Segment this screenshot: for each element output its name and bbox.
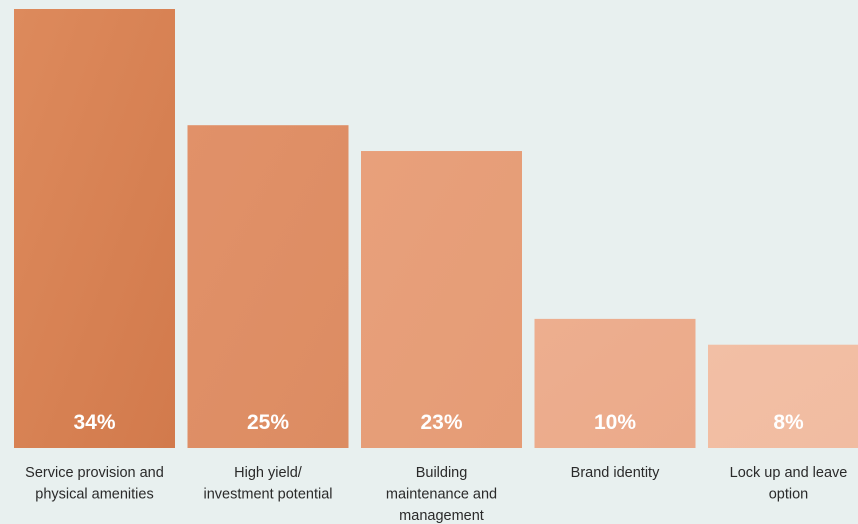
category-label-4-line-0: Lock up and leave [730, 465, 848, 481]
category-label-1-line-0: High yield/ [234, 465, 303, 481]
bar-3 [534, 318, 696, 448]
bar-1 [187, 125, 349, 449]
bar-value-label-3: 10% [594, 411, 636, 434]
category-label-3: Brand identity [571, 465, 660, 481]
category-label-0: Service provision and physical amenities [25, 465, 164, 503]
bar-2 [361, 151, 522, 448]
category-label-0-line-0: Service provision and [25, 465, 164, 481]
category-label-2-line-1: maintenance and [386, 487, 497, 503]
bar-value-label-1: 25% [247, 411, 289, 434]
category-label-1-line-1: investment potential [204, 487, 333, 503]
category-label-0-line-1: physical amenities [35, 487, 153, 503]
bar-4 [708, 344, 858, 448]
category-labels-layer: Service provision and physical amenities H… [25, 465, 847, 524]
bar-value-label-2: 23% [420, 411, 462, 434]
category-label-4: Lock up and leave option [730, 465, 848, 503]
category-label-4-line-1: option [769, 487, 809, 503]
category-label-2-line-2: management [399, 508, 484, 524]
bar-value-label-0: 34% [73, 411, 115, 434]
bars-layer [14, 9, 858, 449]
category-label-2-line-0: Building [416, 465, 468, 481]
bar-value-label-4: 8% [773, 411, 804, 434]
bar-0 [14, 9, 175, 448]
value-labels-layer: 34% 25% 23% 10% 8% [73, 411, 804, 434]
category-label-1: High yield/investment potential [204, 465, 333, 503]
category-label-2: Building maintenance and management [386, 465, 497, 524]
category-label-3-line-0: Brand identity [571, 465, 660, 481]
